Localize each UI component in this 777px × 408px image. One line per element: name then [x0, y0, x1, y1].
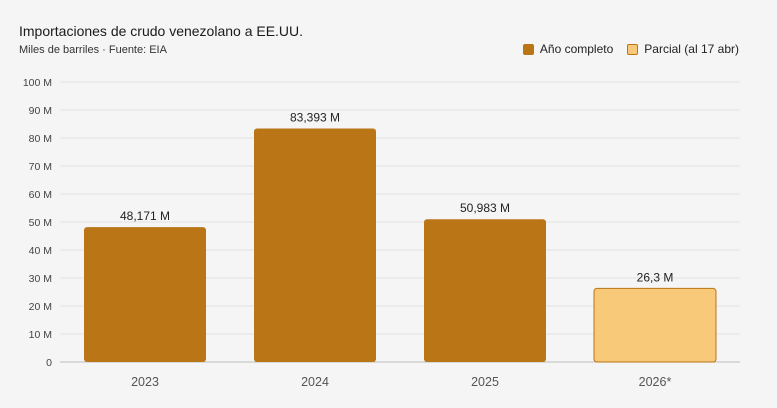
legend-item-partial: Parcial (al 17 abr)	[627, 42, 739, 56]
y-tick-label: 40 M	[29, 245, 52, 257]
y-tick-label: 20 M	[29, 301, 52, 313]
y-tick-label: 80 M	[29, 133, 52, 145]
x-tick-label: 2026*	[639, 375, 672, 389]
y-tick-label: 0	[46, 357, 52, 369]
x-tick-label: 2024	[301, 375, 329, 389]
legend-swatch-partial	[627, 43, 639, 55]
y-tick-label: 10 M	[29, 329, 52, 341]
legend: Año completo Parcial (al 17 abr)	[522, 42, 739, 56]
x-tick-label: 2023	[131, 375, 159, 389]
y-tick-label: 70 M	[29, 161, 52, 173]
data-label: 50,983 M	[460, 201, 510, 215]
data-label: 26,3 M	[637, 270, 674, 284]
chart-title: Importaciones de crudo venezolano a EE.U…	[19, 23, 304, 39]
bar	[84, 227, 206, 362]
bar	[254, 128, 376, 362]
legend-label-full: Año completo	[539, 42, 614, 56]
legend-item-full: Año completo	[522, 42, 614, 56]
y-tick-label: 100 M	[23, 77, 52, 89]
y-tick-label: 50 M	[29, 217, 52, 229]
legend-swatch-full	[522, 43, 534, 55]
x-tick-label: 2025	[471, 375, 499, 389]
bar	[424, 219, 546, 362]
bar-partial	[593, 287, 717, 363]
chart-subtitle: Miles de barriles · Fuente: EIA	[19, 44, 167, 56]
y-tick-label: 60 M	[29, 189, 52, 201]
data-label: 83,393 M	[290, 110, 340, 124]
y-tick-label: 30 M	[29, 273, 52, 285]
y-tick-label: 90 M	[29, 105, 52, 117]
legend-label-partial: Parcial (al 17 abr)	[644, 42, 739, 56]
data-label: 48,171 M	[120, 209, 170, 223]
